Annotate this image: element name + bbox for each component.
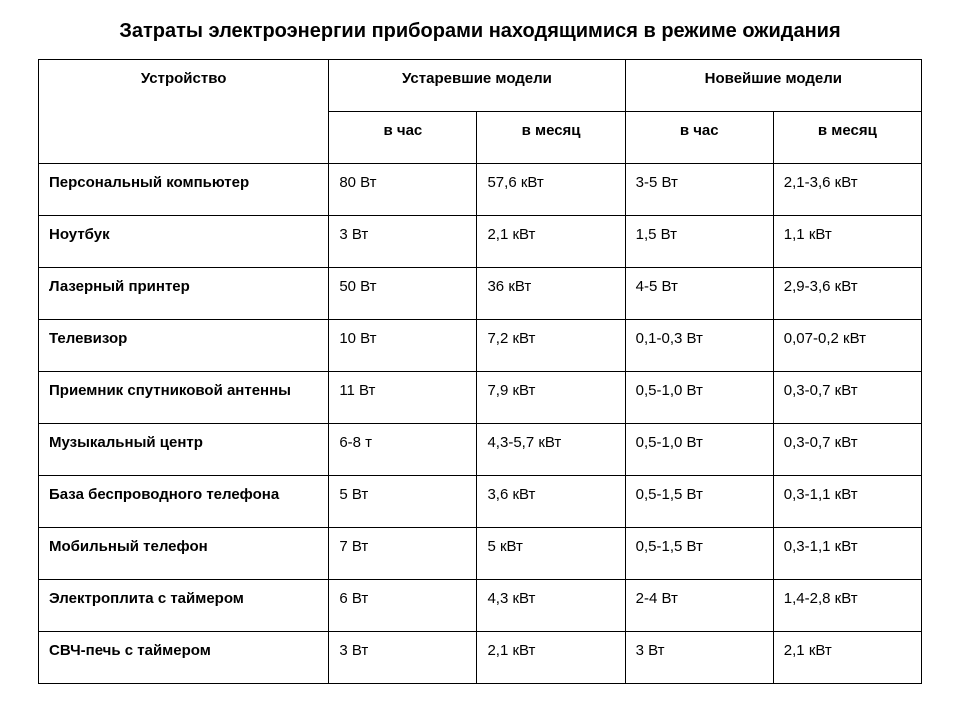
cell-old-month: 2,1 кВт — [477, 216, 625, 268]
table-row: Приемник спутниковой антенны 11 Вт 7,9 к… — [39, 372, 922, 424]
cell-new-hour: 3-5 Вт — [625, 164, 773, 216]
table-row: Ноутбук 3 Вт 2,1 кВт 1,5 Вт 1,1 кВт — [39, 216, 922, 268]
col-new-month: в месяц — [773, 112, 921, 164]
cell-device: Музыкальный центр — [39, 424, 329, 476]
cell-device: База беспроводного телефона — [39, 476, 329, 528]
table-row: Лазерный принтер 50 Вт 36 кВт 4-5 Вт 2,9… — [39, 268, 922, 320]
cell-old-month: 4,3 кВт — [477, 580, 625, 632]
cell-old-hour: 50 Вт — [329, 268, 477, 320]
cell-new-month: 0,07-0,2 кВт — [773, 320, 921, 372]
cell-old-month: 5 кВт — [477, 528, 625, 580]
table-row: Мобильный телефон 7 Вт 5 кВт 0,5-1,5 Вт … — [39, 528, 922, 580]
cell-new-hour: 0,5-1,0 Вт — [625, 424, 773, 476]
table-row: Музыкальный центр 6-8 т 4,3-5,7 кВт 0,5-… — [39, 424, 922, 476]
cell-new-month: 2,9-3,6 кВт — [773, 268, 921, 320]
col-group-old: Устаревшие модели — [329, 60, 625, 112]
cell-new-hour: 0,5-1,5 Вт — [625, 476, 773, 528]
cell-new-hour: 0,1-0,3 Вт — [625, 320, 773, 372]
cell-old-month: 2,1 кВт — [477, 632, 625, 684]
table-header: Устройство Устаревшие модели Новейшие мо… — [39, 60, 922, 164]
cell-old-hour: 5 Вт — [329, 476, 477, 528]
cell-device: Мобильный телефон — [39, 528, 329, 580]
cell-device: Электроплита с таймером — [39, 580, 329, 632]
col-old-hour: в час — [329, 112, 477, 164]
cell-new-hour: 1,5 Вт — [625, 216, 773, 268]
cell-new-month: 1,4-2,8 кВт — [773, 580, 921, 632]
cell-old-month: 4,3-5,7 кВт — [477, 424, 625, 476]
cell-new-month: 0,3-1,1 кВт — [773, 476, 921, 528]
cell-old-month: 7,9 кВт — [477, 372, 625, 424]
cell-device: Лазерный принтер — [39, 268, 329, 320]
standby-power-table: Устройство Устаревшие модели Новейшие мо… — [38, 59, 922, 684]
cell-old-month: 3,6 кВт — [477, 476, 625, 528]
cell-new-month: 2,1-3,6 кВт — [773, 164, 921, 216]
col-device: Устройство — [39, 60, 329, 164]
col-new-hour: в час — [625, 112, 773, 164]
cell-new-month: 2,1 кВт — [773, 632, 921, 684]
cell-old-month: 57,6 кВт — [477, 164, 625, 216]
table-row: Персональный компьютер 80 Вт 57,6 кВт 3-… — [39, 164, 922, 216]
table-row: База беспроводного телефона 5 Вт 3,6 кВт… — [39, 476, 922, 528]
table-row: Телевизор 10 Вт 7,2 кВт 0,1-0,3 Вт 0,07-… — [39, 320, 922, 372]
cell-new-month: 0,3-0,7 кВт — [773, 424, 921, 476]
page-title: Затраты электроэнергии приборами находящ… — [38, 18, 922, 45]
page: Затраты электроэнергии приборами находящ… — [0, 0, 960, 684]
cell-new-month: 1,1 кВт — [773, 216, 921, 268]
cell-old-hour: 3 Вт — [329, 632, 477, 684]
cell-old-hour: 6-8 т — [329, 424, 477, 476]
cell-old-month: 7,2 кВт — [477, 320, 625, 372]
table-body: Персональный компьютер 80 Вт 57,6 кВт 3-… — [39, 164, 922, 684]
cell-old-hour: 80 Вт — [329, 164, 477, 216]
cell-new-hour: 4-5 Вт — [625, 268, 773, 320]
cell-device: Приемник спутниковой антенны — [39, 372, 329, 424]
cell-new-hour: 0,5-1,5 Вт — [625, 528, 773, 580]
cell-old-hour: 3 Вт — [329, 216, 477, 268]
cell-device: Телевизор — [39, 320, 329, 372]
table-row: Электроплита с таймером 6 Вт 4,3 кВт 2-4… — [39, 580, 922, 632]
cell-new-hour: 0,5-1,0 Вт — [625, 372, 773, 424]
cell-old-hour: 6 Вт — [329, 580, 477, 632]
cell-device: Ноутбук — [39, 216, 329, 268]
cell-old-month: 36 кВт — [477, 268, 625, 320]
cell-device: Персональный компьютер — [39, 164, 329, 216]
cell-old-hour: 7 Вт — [329, 528, 477, 580]
cell-new-month: 0,3-1,1 кВт — [773, 528, 921, 580]
table-row: СВЧ-печь с таймером 3 Вт 2,1 кВт 3 Вт 2,… — [39, 632, 922, 684]
cell-old-hour: 11 Вт — [329, 372, 477, 424]
col-group-new: Новейшие модели — [625, 60, 921, 112]
col-old-month: в месяц — [477, 112, 625, 164]
cell-new-hour: 3 Вт — [625, 632, 773, 684]
cell-old-hour: 10 Вт — [329, 320, 477, 372]
cell-device: СВЧ-печь с таймером — [39, 632, 329, 684]
cell-new-hour: 2-4 Вт — [625, 580, 773, 632]
cell-new-month: 0,3-0,7 кВт — [773, 372, 921, 424]
